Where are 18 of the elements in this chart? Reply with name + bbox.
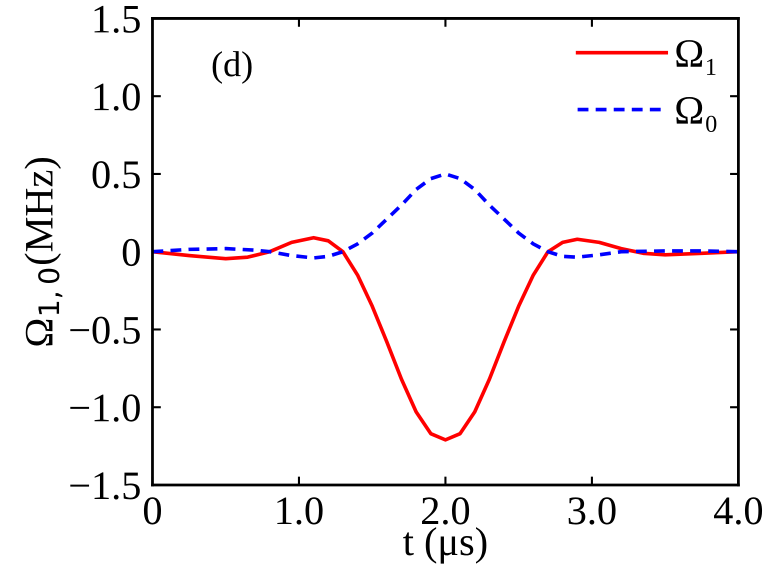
x-tick-label: 2.0 (422, 497, 470, 525)
legend-label: Ω₁ (676, 40, 716, 75)
y-tick-label: −1.5 (70, 472, 140, 500)
y-tick-label: 1.0 (94, 83, 140, 111)
line-series (152, 172, 738, 260)
x-tick-label: 3.0 (568, 497, 616, 525)
y-tick-label: 0 (122, 238, 140, 266)
x-tick-label: 1.0 (277, 497, 323, 525)
x-axis-title: t (μs) (403, 527, 486, 564)
y-tick-label: 0.5 (92, 161, 140, 188)
legend-label: Ω₀ (676, 97, 716, 132)
x-tick-label: 4.0 (714, 497, 762, 525)
x-tick-label: 0 (144, 497, 162, 524)
y-axis-title: Ω$_{1,0}$(MHz) (24, 158, 62, 346)
y-tick-label: 1.5 (94, 6, 140, 33)
y-tick-label: −0.5 (70, 316, 140, 344)
annotation: (d) (212, 51, 252, 84)
y-tick-label: −1.0 (70, 394, 140, 422)
